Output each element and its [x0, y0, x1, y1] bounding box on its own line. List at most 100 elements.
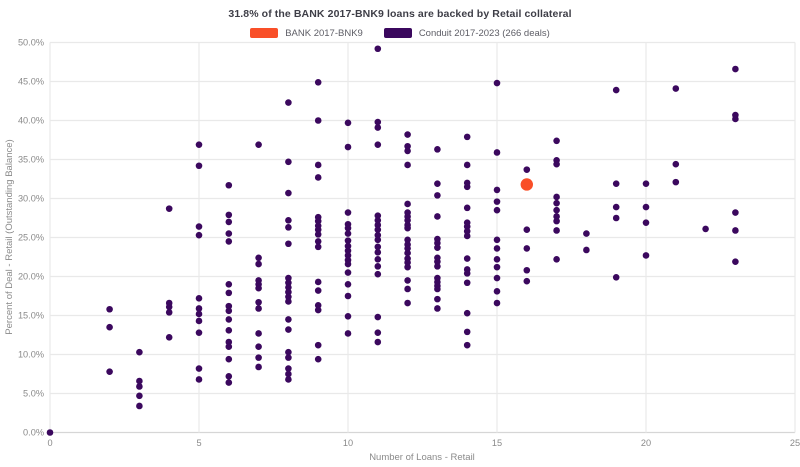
- conduit-point: [285, 274, 292, 282]
- y-tick-label: 45.0%: [18, 77, 44, 87]
- data-points: [46, 45, 739, 436]
- conduit-point: [344, 242, 352, 250]
- conduit-point: [225, 211, 233, 219]
- conduit-point: [285, 348, 292, 356]
- conduit-point: [344, 292, 352, 300]
- y-tick-label: 0.0%: [23, 428, 44, 438]
- conduit-point: [285, 158, 292, 166]
- x-tick-label: 20: [641, 438, 651, 448]
- conduit-point: [225, 379, 233, 386]
- conduit-point: [106, 305, 113, 313]
- conduit-point: [404, 245, 411, 252]
- conduit-point: [612, 86, 620, 94]
- conduit-point: [344, 252, 352, 259]
- conduit-point: [344, 230, 352, 237]
- conduit-point: [344, 247, 352, 255]
- conduit-point: [493, 299, 501, 307]
- conduit-point: [493, 149, 501, 156]
- conduit-point: [612, 214, 620, 222]
- conduit-point: [553, 217, 560, 225]
- conduit-point: [314, 287, 322, 294]
- conduit-point: [434, 239, 441, 247]
- conduit-point: [285, 326, 292, 333]
- conduit-point: [434, 295, 441, 303]
- conduit-point: [314, 306, 322, 314]
- conduit-point: [285, 316, 292, 323]
- conduit-point: [374, 118, 382, 126]
- conduit-point: [434, 258, 441, 265]
- conduit-point: [404, 224, 411, 232]
- conduit-point: [314, 226, 322, 233]
- conduit-point: [553, 137, 560, 145]
- conduit-point: [463, 223, 471, 230]
- conduit-point: [344, 143, 352, 151]
- conduit-point: [463, 161, 471, 169]
- conduit-point: [404, 285, 411, 293]
- conduit-point: [344, 281, 352, 288]
- conduit-point: [285, 217, 292, 224]
- conduit-point: [314, 78, 322, 86]
- conduit-point: [434, 305, 441, 312]
- conduit-legend-label: Conduit 2017-2023 (266 deals): [418, 27, 550, 39]
- conduit-point: [374, 217, 382, 224]
- conduit-point: [344, 209, 352, 216]
- conduit-point: [374, 124, 382, 131]
- conduit-point: [463, 328, 471, 336]
- conduit-point: [225, 181, 233, 189]
- conduit-point: [642, 252, 650, 259]
- conduit-point: [404, 249, 411, 257]
- conduit-point: [136, 377, 143, 385]
- conduit-point: [225, 307, 233, 315]
- axis-tick-labels: 0.0% 5.0% 10.0% 15.0% 20.0% 25.0% 30.0% 35.0% 40…: [18, 38, 800, 448]
- x-tick-label: 10: [343, 438, 353, 448]
- conduit-point: [404, 299, 411, 307]
- conduit-point: [523, 266, 531, 274]
- conduit-point: [344, 260, 352, 268]
- conduit-point: [523, 166, 531, 173]
- conduit-point: [374, 243, 382, 251]
- conduit-point: [553, 227, 560, 234]
- conduit-point: [344, 224, 352, 232]
- y-tick-label: 20.0%: [18, 272, 44, 282]
- conduit-point: [404, 277, 411, 284]
- conduit-point: [374, 231, 382, 239]
- conduit-point: [314, 161, 322, 169]
- conduit-point: [463, 341, 471, 349]
- conduit-point: [434, 213, 441, 220]
- x-tick-label: 15: [492, 438, 502, 448]
- conduit-point: [285, 99, 292, 106]
- conduit-point: [106, 323, 113, 331]
- conduit-point: [195, 329, 203, 336]
- conduit-point: [285, 298, 292, 305]
- y-tick-label: 25.0%: [18, 233, 44, 243]
- x-axis-title: Number of Loans - Retail: [369, 452, 475, 463]
- conduit-point: [404, 142, 411, 150]
- conduit-point: [404, 200, 411, 208]
- conduit-point: [225, 316, 233, 323]
- conduit-point: [374, 263, 382, 270]
- conduit-point: [165, 303, 173, 311]
- conduit-point: [344, 269, 352, 276]
- conduit-point: [374, 313, 382, 321]
- conduit-point: [493, 256, 501, 263]
- conduit-point: [732, 258, 739, 265]
- conduit-point: [195, 317, 203, 325]
- y-axis-title: Percent of Deal - Retail (Outstanding Ba…: [4, 139, 15, 334]
- conduit-point: [732, 227, 739, 234]
- conduit-point: [255, 354, 262, 361]
- conduit-point: [583, 246, 590, 254]
- conduit-point: [493, 288, 501, 295]
- conduit-point: [493, 206, 501, 214]
- conduit-point: [285, 224, 292, 231]
- conduit-point: [195, 376, 203, 383]
- conduit-point: [463, 204, 471, 212]
- conduit-point: [493, 263, 501, 271]
- y-tick-label: 35.0%: [18, 155, 44, 165]
- conduit-point: [225, 338, 233, 346]
- conduit-point: [553, 213, 560, 220]
- chart-title: 31.8% of the BANK 2017-BNK9 loans are ba…: [228, 8, 572, 20]
- conduit-point: [314, 117, 322, 124]
- conduit-point: [404, 161, 411, 169]
- conduit-point: [463, 309, 471, 317]
